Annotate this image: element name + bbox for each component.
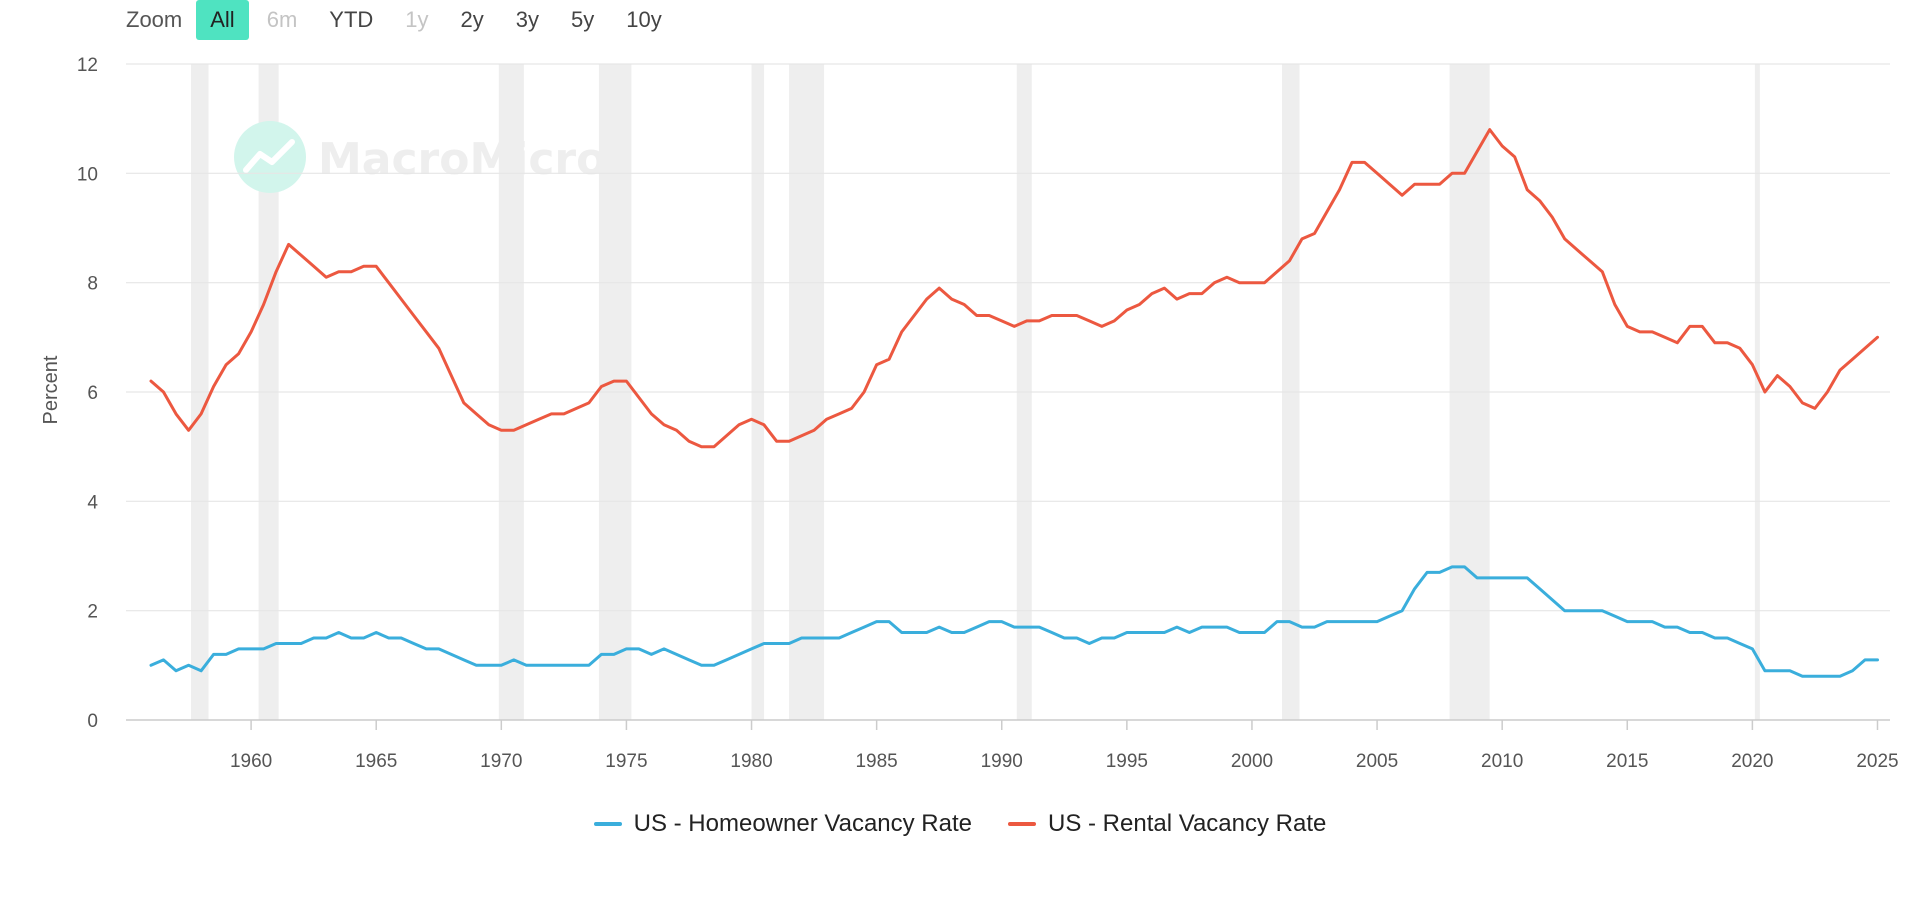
x-tick-label: 1990	[981, 751, 1023, 772]
y-tick-label: 2	[87, 602, 98, 623]
x-tick-label: 2010	[1481, 751, 1523, 772]
x-tick-label: 2015	[1606, 751, 1648, 772]
x-tick-label: 1960	[230, 751, 272, 772]
zoom-6m-button[interactable]: 6m	[266, 7, 298, 32]
x-tick-label: 1980	[730, 751, 772, 772]
zoom-label: Zoom	[126, 7, 183, 32]
y-tick-label: 0	[87, 711, 98, 732]
legend-swatch-homeowner	[593, 822, 622, 826]
x-tick-label: 2020	[1731, 751, 1773, 772]
legend-label-homeowner: US - Homeowner Vacancy Rate	[633, 810, 972, 837]
y-axis-ticks: 0 2 4 6 8 10 12	[77, 55, 99, 732]
x-tick-label: 1970	[480, 751, 522, 772]
legend-swatch-rental	[1008, 822, 1036, 826]
x-tick-label: 1985	[855, 751, 897, 772]
y-tick-label: 12	[77, 55, 98, 76]
zoom-ytd-button[interactable]: YTD	[329, 7, 374, 32]
zoom-toolbar: Zoom All 6m YTD 1y 2y 3y 5y 10y	[126, 0, 680, 40]
x-tick-label: 1975	[605, 751, 647, 772]
homeowner-vacancy-line[interactable]	[149, 565, 1879, 678]
x-tick-label: 2005	[1356, 751, 1398, 772]
watermark-logo-icon	[234, 121, 306, 193]
legend-label-rental: US - Rental Vacancy Rate	[1048, 810, 1327, 837]
watermark: MacroMicro	[234, 121, 606, 193]
zoom-2y-button[interactable]: 2y	[460, 7, 484, 32]
watermark-logo-chart-icon	[243, 139, 295, 173]
gridlines	[126, 63, 1890, 612]
y-tick-label: 8	[87, 274, 98, 295]
y-tick-label: 4	[87, 492, 98, 513]
rental-vacancy-line[interactable]	[149, 128, 1879, 449]
x-tick-label: 2000	[1231, 751, 1273, 772]
legend-item-rental[interactable]: US - Rental Vacancy Rate	[1008, 810, 1326, 838]
x-tick-label: 1995	[1106, 751, 1148, 772]
x-tick-label: 2025	[1856, 751, 1898, 772]
x-axis-ticks: 1960 1965 1970 1975 1980 1985 1990 1995 2000 2005…	[230, 720, 1899, 772]
y-tick-label: 10	[77, 164, 98, 185]
x-tick-label: 1965	[355, 751, 397, 772]
zoom-3y-button[interactable]: 3y	[515, 7, 540, 32]
zoom-all-button[interactable]: All	[196, 0, 249, 40]
zoom-5y-button[interactable]: 5y	[571, 7, 595, 32]
zoom-10y-button[interactable]: 10y	[626, 7, 662, 32]
series-lines	[149, 128, 1879, 678]
legend-item-homeowner[interactable]: US - Homeowner Vacancy Rate	[593, 810, 972, 838]
chart-legend: US - Homeowner Vacancy Rate US - Rental …	[0, 806, 1920, 842]
y-axis-title: Percent	[40, 355, 62, 424]
y-tick-label: 6	[87, 383, 98, 404]
zoom-1y-button[interactable]: 1y	[405, 7, 429, 32]
watermark-text: MacroMicro	[318, 134, 606, 185]
